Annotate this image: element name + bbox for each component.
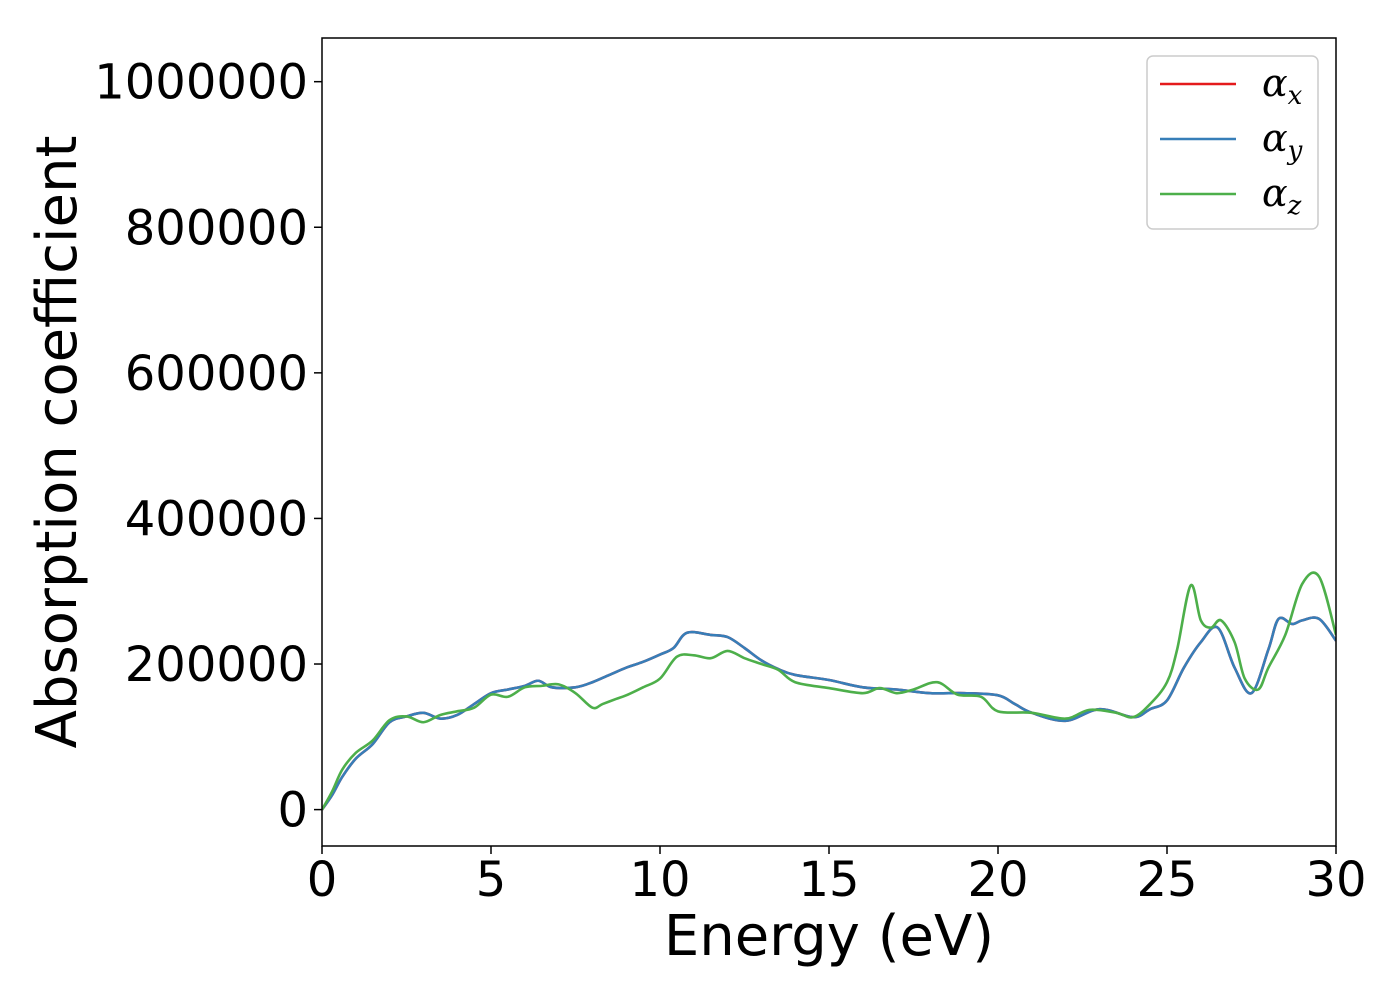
y-axis: 0 200000 400000 600000 800000 1000000	[94, 55, 322, 839]
legend-label-x: αx	[1262, 61, 1303, 111]
x-axis: 0 5 10 15 20 25 30	[307, 846, 1367, 908]
x-tick-label: 0	[307, 852, 338, 908]
x-axis-title: Energy (eV)	[664, 904, 994, 969]
y-axis-title: Absorption coefficient	[25, 136, 90, 749]
series-layer	[322, 571, 1336, 811]
y-tick-label: 800000	[125, 200, 308, 256]
series-line-y	[322, 616, 1336, 811]
y-tick-label: 200000	[125, 637, 308, 693]
x-tick-label: 30	[1305, 852, 1366, 908]
legend-box	[1146, 55, 1319, 230]
legend-label-y: αy	[1262, 116, 1303, 166]
y-tick-label: 600000	[125, 346, 308, 402]
x-tick-label: 25	[1136, 852, 1197, 908]
y-tick-label: 400000	[125, 491, 308, 547]
series-line-z	[322, 571, 1336, 811]
x-tick-label: 10	[629, 852, 690, 908]
y-tick-label: 1000000	[94, 55, 308, 111]
legend-label-z: αz	[1262, 171, 1302, 221]
x-tick-label: 5	[476, 852, 507, 908]
x-tick-label: 20	[967, 852, 1028, 908]
y-tick-label: 0	[277, 783, 308, 839]
x-tick-label: 15	[798, 852, 859, 908]
